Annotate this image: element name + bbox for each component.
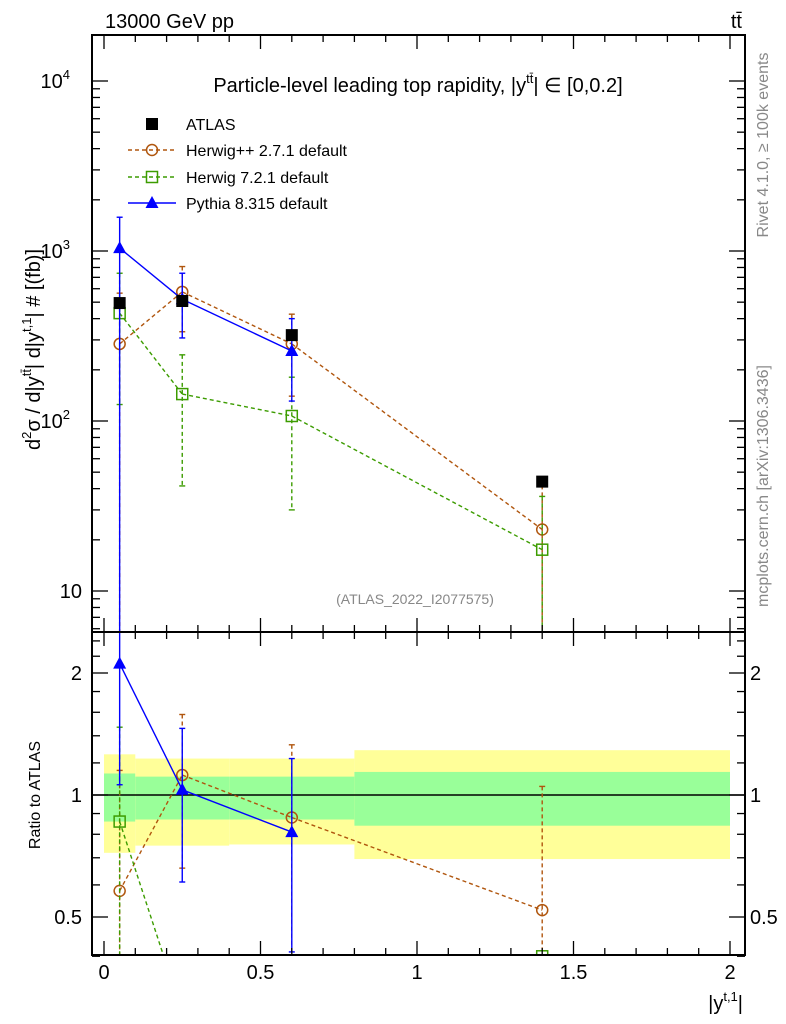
- x-tick-label: 0.5: [247, 962, 275, 984]
- analysis-id: (ATLAS_2022_I2077575): [336, 591, 494, 607]
- ratio-y-tick-label: 2: [71, 663, 82, 685]
- main-point-herwig7: [285, 409, 299, 423]
- main-line-herwig7: [291, 415, 543, 551]
- mcplots-label: mcplots.cern.ch [arXiv:1306.3436]: [755, 365, 772, 607]
- legend-label-herwigpp: Herwig++ 2.7.1 default: [186, 143, 348, 160]
- main-point-atlas: [176, 295, 189, 308]
- ratio-line-pythia: [119, 663, 183, 791]
- main-line-pythia: [181, 298, 293, 352]
- main-line-herwigpp: [291, 343, 543, 531]
- main-point-herwig7: [535, 543, 549, 556]
- x-axis-label: |yt,1|: [708, 989, 743, 1015]
- ratio-uncertainty-bands: [104, 750, 730, 860]
- legend-label-herwig7: Herwig 7.2.1 default: [186, 170, 329, 187]
- legend-marker-herwig7: [145, 170, 159, 184]
- main-line-herwigpp: [181, 291, 293, 345]
- main-point-herwig7: [176, 387, 189, 401]
- legend-marker-pythia: [145, 196, 159, 208]
- ratio-y-tick-label-right: 2: [750, 663, 761, 685]
- x-tick-label: 2: [724, 962, 735, 984]
- rivet-version-label: Rivet 4.1.0, ≥ 100k events: [755, 53, 772, 238]
- main-panel-marks: [113, 216, 549, 632]
- plot-title: Particle-level leading top rapidity, |yt…: [213, 71, 622, 97]
- y-tick-label: 104: [41, 67, 70, 93]
- main-line-herwig7: [119, 312, 183, 395]
- ratio-point-pythia: [175, 782, 189, 795]
- ratio-line-herwigpp: [291, 816, 543, 911]
- ratio-line-pythia: [181, 789, 293, 833]
- main-point-atlas: [536, 475, 549, 488]
- x-tick-label: 0: [98, 962, 109, 984]
- ratio-point-herwigpp: [535, 903, 549, 917]
- legend-marker-herwigpp: [145, 143, 159, 157]
- x-tick-label: 1.5: [560, 962, 588, 984]
- y-tick-label: 102: [41, 407, 70, 433]
- ratio-y-axis-label: Ratio to ATLAS: [27, 741, 44, 849]
- main-point-pythia: [113, 241, 127, 254]
- axes: 0 0.5 1 1.5 2 10 102 103 104 0.5 0.5 1 1 2 2: [41, 34, 778, 984]
- legend-label-pythia: Pythia 8.315 default: [186, 196, 328, 213]
- ratio-frame: [91, 631, 746, 956]
- ratio-y-tick-label-right: 1: [750, 785, 761, 807]
- ratio-y-tick-label: 1: [71, 785, 82, 807]
- ratio-y-tick-label: 0.5: [54, 907, 82, 929]
- ratio-point-pythia: [113, 656, 127, 669]
- main-line-herwig7: [182, 393, 292, 417]
- energy-label: 13000 GeV pp: [105, 11, 234, 33]
- main-line-pythia: [119, 247, 183, 300]
- legend: ATLAS Herwig++ 2.7.1 default Herwig 7.2.1 …: [128, 117, 348, 213]
- legend-label-atlas: ATLAS: [186, 117, 236, 134]
- ratio-y-tick-label-right: 0.5: [750, 907, 778, 929]
- ratio-line-herwigpp: [119, 774, 183, 892]
- process-label: tt̄: [731, 11, 743, 33]
- ratio-line-herwig7: [118, 821, 164, 955]
- ratio-line-herwigpp: [181, 774, 293, 819]
- ratio-point-herwig7: [113, 815, 126, 828]
- main-y-axis-label: d2σ / d|ytt̄| d|yt,1| # [(fb)]: [19, 249, 45, 450]
- y-tick-label: 103: [41, 237, 70, 263]
- x-tick-label: 1: [411, 962, 422, 984]
- main-point-pythia: [285, 344, 299, 357]
- legend-marker-atlas: [146, 118, 158, 130]
- main-point-atlas: [285, 329, 298, 342]
- y-tick-label: 10: [60, 581, 82, 603]
- main-point-atlas: [113, 297, 126, 310]
- ratio-point-pythia: [285, 825, 299, 838]
- main-line-herwigpp: [119, 291, 183, 345]
